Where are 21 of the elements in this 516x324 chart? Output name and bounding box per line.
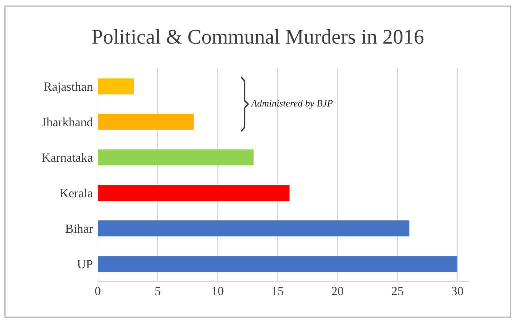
x-tick-label: 30 <box>452 287 464 296</box>
annotation: Administered by BJP <box>250 100 333 109</box>
bar <box>98 220 410 237</box>
y-tick-label: UP <box>77 260 93 269</box>
y-tick-label: Kerala <box>60 188 94 198</box>
chart-title: Political & Communal Murders in 2016 <box>92 29 424 44</box>
x-tick-label: 5 <box>156 287 161 296</box>
bar <box>98 256 458 272</box>
y-tick-label: Rajasthan <box>44 82 93 94</box>
y-tick-label: Karnataka <box>42 153 94 162</box>
y-tick-label: Bihar <box>66 224 94 234</box>
x-tick-label: 15 <box>272 287 284 296</box>
bar <box>98 114 194 130</box>
y-tick-label: Jharkhand <box>42 118 94 127</box>
bar <box>98 185 290 202</box>
bar <box>98 150 254 166</box>
x-tick-label: 20 <box>332 287 344 296</box>
x-tick-label: 25 <box>392 287 404 296</box>
x-tick-label: 10 <box>212 287 224 296</box>
x-tick-label: 0 <box>95 287 101 296</box>
bar <box>98 78 134 95</box>
